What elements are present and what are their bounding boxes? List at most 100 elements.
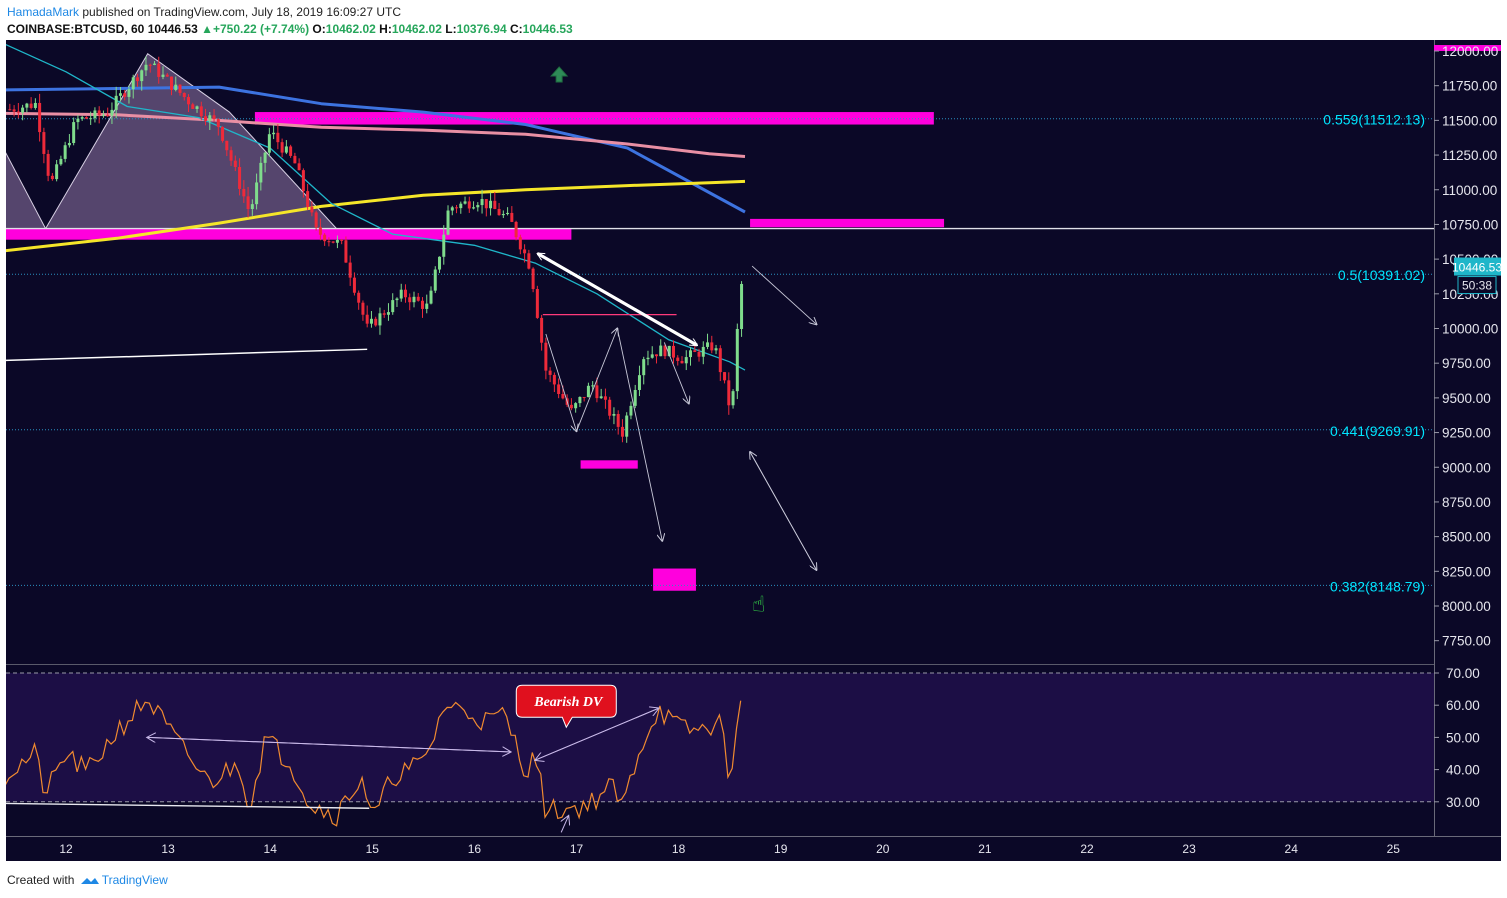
candle-body <box>357 292 361 303</box>
blue-moving-average <box>6 85 746 214</box>
candle-body <box>433 269 437 291</box>
candle-body <box>16 111 20 113</box>
candle-body <box>101 114 105 116</box>
candle-body <box>323 234 327 242</box>
candle-body <box>280 142 284 153</box>
close-label: C: <box>509 22 523 36</box>
candle-body <box>225 140 229 151</box>
price-tick-label: 11250.00 <box>1442 148 1497 163</box>
candle-body <box>250 204 254 210</box>
candle-body <box>548 370 552 375</box>
footer: Created with TradingView <box>7 873 168 887</box>
tradingview-brand-link[interactable]: TradingView <box>101 873 168 887</box>
candle-body <box>255 182 259 205</box>
price-axis[interactable] <box>1434 40 1501 861</box>
candle-body <box>259 162 263 183</box>
rsi-band <box>6 673 1434 802</box>
fib-level-label: 0.441(9269.91) <box>1330 423 1425 439</box>
candle-body <box>242 188 246 197</box>
candle-body <box>106 114 110 116</box>
candle-body <box>263 152 267 163</box>
candle-body <box>561 393 565 399</box>
time-tick-label: 14 <box>264 842 278 856</box>
candle-body <box>574 403 578 409</box>
candle-body <box>221 126 225 141</box>
candle-body <box>446 210 450 235</box>
rsi-tick-label: 50.00 <box>1446 730 1480 745</box>
rsi-support-trendline <box>6 802 370 809</box>
teal-moving-average <box>6 43 746 371</box>
candle-body <box>523 249 527 254</box>
time-tick-label: 24 <box>1285 842 1299 856</box>
countdown-box <box>1457 276 1497 295</box>
candle-body <box>497 208 501 216</box>
high-label: H: <box>379 22 392 36</box>
candle-body <box>403 289 407 298</box>
candle-body <box>680 360 684 364</box>
candle-body <box>97 110 101 116</box>
candle-body <box>535 289 539 318</box>
chart-area[interactable]: ☝ Bearish DV 12000.00 11750.00 11500.00 112… <box>6 40 1501 861</box>
candle-body <box>467 201 471 209</box>
publish-info: HamadaMark published on TradingView.com,… <box>7 5 401 19</box>
author-link[interactable]: HamadaMark <box>7 5 80 19</box>
candle-body <box>378 313 382 326</box>
tradingview-logo-icon <box>80 877 99 884</box>
price-tick-label: 9750.00 <box>1442 356 1491 371</box>
candle-body <box>552 374 556 385</box>
time-tick-label: 15 <box>366 842 380 856</box>
candle-body <box>438 256 442 270</box>
time-tick-label: 13 <box>161 842 175 856</box>
candle-body <box>344 240 348 263</box>
time-tick-label: 22 <box>1080 842 1094 856</box>
candle-body <box>420 300 424 309</box>
time-tick-label: 12 <box>59 842 73 856</box>
support-trendline <box>6 348 368 362</box>
candle-body <box>42 132 46 154</box>
candle-body <box>272 132 276 135</box>
candle-body <box>38 102 42 133</box>
candle-body <box>489 200 493 209</box>
candle-body <box>208 115 212 121</box>
candle-body <box>314 212 318 228</box>
candle-body <box>408 297 412 303</box>
candle-body <box>335 239 339 243</box>
candle-body <box>267 134 271 153</box>
chart-svg[interactable]: ☝ Bearish DV 12000.00 11750.00 11500.00 112… <box>6 40 1501 861</box>
candle-body <box>276 132 280 143</box>
price-tick-label: 10750.00 <box>1442 217 1498 232</box>
candle-body <box>21 107 25 113</box>
candle-body <box>463 201 467 204</box>
candle-body <box>697 351 701 357</box>
candle-body <box>123 93 127 97</box>
up-triangle-icon: ▲ <box>201 22 213 36</box>
time-tick-label: 16 <box>468 842 482 856</box>
candle-body <box>684 357 688 364</box>
last-price-label: 10446.53 <box>1452 261 1501 275</box>
candle-body <box>72 122 76 144</box>
candle-body <box>506 212 510 215</box>
candle-body <box>659 345 663 357</box>
time-axis[interactable] <box>6 837 1501 861</box>
candle-body <box>455 207 459 209</box>
candle-body <box>374 318 378 326</box>
candle-body <box>578 396 582 404</box>
yellow-moving-average <box>6 179 746 253</box>
candle-body <box>484 199 488 209</box>
price-tick-label: 8500.00 <box>1442 530 1491 545</box>
candle-body <box>161 74 165 77</box>
candle-body <box>591 385 595 387</box>
pink-moving-average <box>6 111 746 158</box>
candle-body <box>289 146 293 156</box>
candle-body <box>187 97 191 105</box>
publish-date: published on TradingView.com, July 18, 2… <box>82 5 402 19</box>
candle-body <box>382 313 386 315</box>
candle-body <box>204 116 208 121</box>
candle-body <box>701 346 705 357</box>
candle-body <box>612 414 616 416</box>
candle-body <box>331 241 335 243</box>
candle-body <box>212 115 216 120</box>
candle-body <box>501 214 505 216</box>
candle-body <box>340 239 344 241</box>
candle-body <box>450 207 454 211</box>
